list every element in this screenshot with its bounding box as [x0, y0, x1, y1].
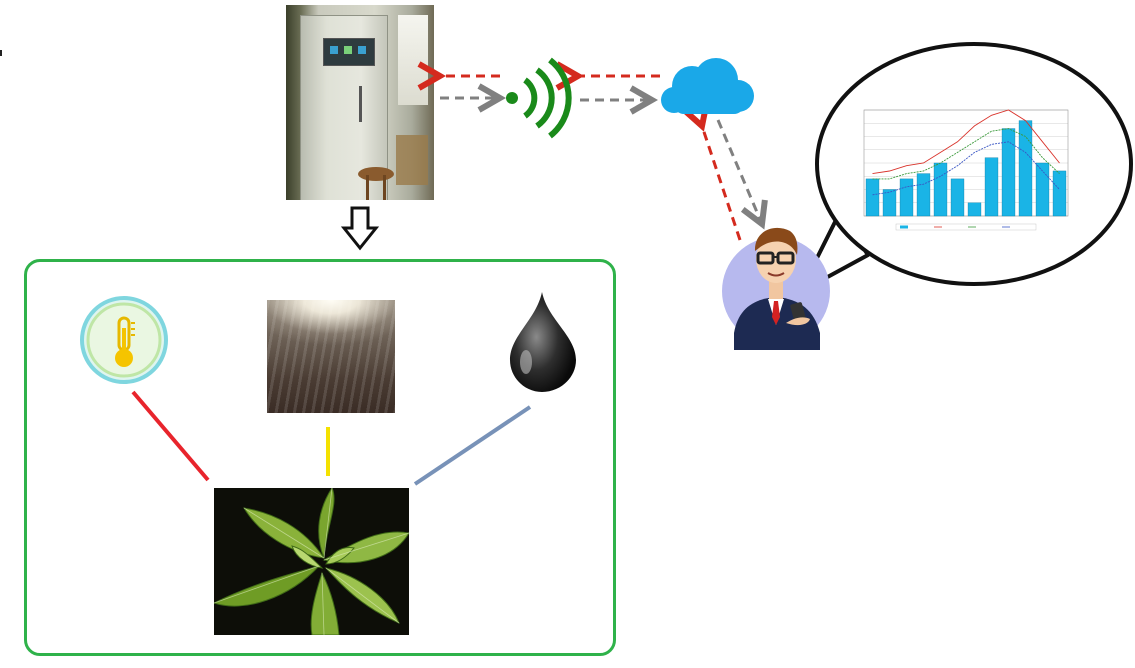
- cloud-icon: [661, 58, 754, 114]
- temperature-link: [131, 390, 210, 482]
- chart-series-line: [872, 141, 1060, 196]
- chart-bar: [899, 178, 914, 217]
- plant-environment-box: [24, 259, 616, 656]
- chart-bar: [1018, 120, 1033, 217]
- chart-bar: [916, 173, 931, 217]
- chart-bar: [967, 202, 982, 217]
- chart-bar: [950, 178, 965, 217]
- growth-chamber-photo: [286, 5, 434, 200]
- water-drop-icon: [510, 292, 576, 392]
- arrow-to-cloud-from-user: [702, 126, 742, 241]
- chart-bar: [933, 162, 948, 217]
- chart-bar: [984, 157, 999, 217]
- thermometer-icon: [80, 296, 168, 384]
- edge-marker: [0, 50, 2, 56]
- plant-leaves-photo: [214, 488, 409, 635]
- chart-bar: [882, 189, 897, 217]
- chart-bar: [865, 178, 880, 217]
- chart-bar: [1035, 162, 1050, 217]
- down-arrow-icon: [340, 206, 380, 251]
- chart-plot-area: [863, 109, 1069, 217]
- chart-series-line: [872, 109, 1060, 175]
- arrow-to-user: [716, 119, 762, 224]
- water-link: [413, 405, 532, 486]
- chart-legend: [895, 223, 1037, 231]
- climate-chart: [863, 109, 1069, 231]
- speech-bubble: [815, 42, 1133, 286]
- chart-series-line: [872, 128, 1060, 180]
- chart-bar: [1052, 170, 1067, 217]
- user-with-phone-icon: [722, 227, 830, 350]
- light-photo: [267, 300, 395, 413]
- wireless-signal-icon: [506, 57, 572, 139]
- chart-legend-swatch: [900, 225, 908, 229]
